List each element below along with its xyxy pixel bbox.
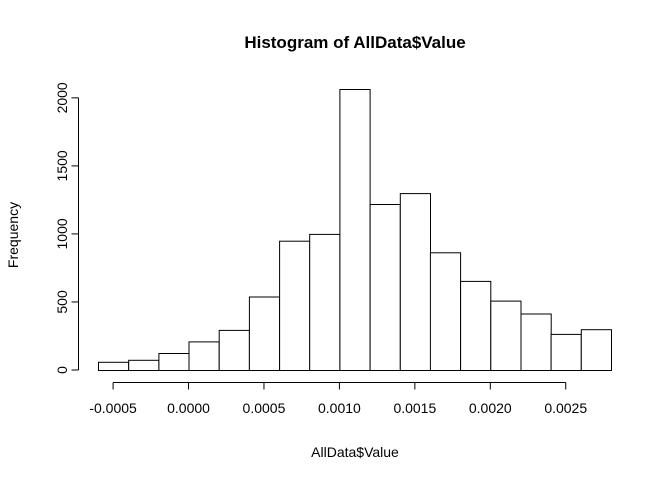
y-tick-label: 1000 <box>54 218 70 249</box>
histogram-bar <box>550 333 582 371</box>
histogram-bar <box>429 252 462 371</box>
histogram-bar <box>520 313 552 371</box>
x-tick-label: 0.0005 <box>243 400 286 416</box>
x-tick-label: 0.0000 <box>167 400 210 416</box>
histogram-bar <box>399 193 431 371</box>
x-tick-label: 0.0025 <box>544 400 587 416</box>
y-tick-label: 1500 <box>54 150 70 181</box>
histogram-bar <box>128 359 160 371</box>
histogram-bar <box>158 353 190 371</box>
histogram-bar <box>218 329 250 371</box>
x-tick-label: -0.0005 <box>89 400 137 416</box>
histogram-bar <box>580 329 612 372</box>
x-tick-label: 0.0015 <box>393 400 436 416</box>
histogram-bar <box>309 233 341 371</box>
x-tick-label: 0.0020 <box>469 400 512 416</box>
x-axis-label: AllData$Value <box>311 444 399 460</box>
chart-title: Histogram of AllData$Value <box>244 33 465 52</box>
y-axis: 0 500 1000 1500 2000 <box>54 82 79 374</box>
x-tick-label: 0.0010 <box>318 400 361 416</box>
histogram-bar <box>98 361 130 371</box>
histogram-bar <box>279 240 311 371</box>
y-axis-label: Frequency <box>5 202 21 268</box>
histogram-bar <box>369 204 401 371</box>
y-tick-label: 2000 <box>54 82 70 113</box>
histogram-bar <box>248 296 281 371</box>
histogram-bar <box>460 280 492 371</box>
histogram-bar <box>188 341 220 371</box>
x-axis: -0.0005 0.0000 0.0005 0.0010 0.0015 0.0020 0.0… <box>89 382 587 416</box>
y-tick-label: 0 <box>54 366 70 374</box>
y-tick-label: 500 <box>54 290 70 314</box>
bars-group <box>98 89 612 372</box>
histogram-bar <box>339 89 371 371</box>
histogram-bar <box>490 300 522 372</box>
